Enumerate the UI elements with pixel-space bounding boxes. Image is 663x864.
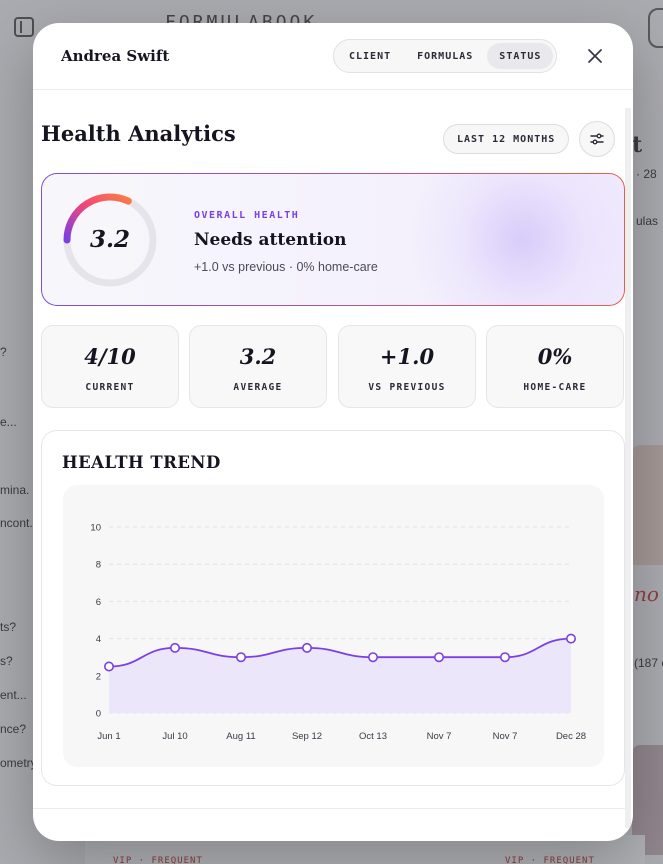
y-tick-label: 8 <box>96 560 101 571</box>
y-tick-label: 6 <box>96 597 101 608</box>
decorative-glow <box>402 174 624 305</box>
stat-value: 3.2 <box>239 344 277 369</box>
tab-bar: CLIENT FORMULAS STATUS <box>333 39 558 73</box>
bg-list-item: ometry <box>0 756 37 770</box>
bg-client-photo <box>632 445 663 565</box>
stat-label: CURRENT <box>85 382 135 393</box>
y-tick-label: 10 <box>90 523 101 534</box>
bg-right-count: (187 c <box>634 656 663 670</box>
bg-right-title: t <box>632 132 643 158</box>
scrollbar[interactable] <box>625 108 631 828</box>
header-action-button[interactable] <box>648 8 663 48</box>
overall-score: 3.2 <box>89 226 130 253</box>
health-trend-card: HEALTH TREND 0 2 4 6 8 10 Jun 1 Jul 10 Aug 11 Sep… <box>41 430 625 786</box>
modal-header: Andrea Swift CLIENT FORMULAS STATUS <box>33 23 633 90</box>
bg-right-meta: · 28 <box>636 167 657 181</box>
gauge-arc <box>63 193 132 244</box>
stat-average: 3.2 AVERAGE <box>189 325 327 408</box>
data-point <box>302 642 313 653</box>
data-point <box>170 642 181 653</box>
client-name: Andrea Swift <box>61 47 170 65</box>
x-tick-label: Oct 13 <box>359 731 387 742</box>
data-point <box>499 652 510 663</box>
tab-client[interactable]: CLIENT <box>349 50 392 62</box>
filter-button[interactable] <box>579 121 615 157</box>
stat-label: AVERAGE <box>233 382 283 393</box>
bg-list-item: ent... <box>0 688 27 702</box>
y-tick-label: 0 <box>96 709 101 720</box>
stat-home-care: 0% HOME-CARE <box>486 325 624 408</box>
stat-value: +1.0 <box>379 344 435 369</box>
x-tick-label: Aug 11 <box>226 731 255 742</box>
bg-right-tab: ulas <box>636 214 659 228</box>
trend-title: HEALTH TREND <box>62 453 221 472</box>
bg-list-item: nce? <box>0 722 27 736</box>
bg-list-item: ? <box>0 345 7 359</box>
bg-list-item: ncont... <box>0 516 40 530</box>
x-tick-label: Jun 1 <box>97 731 120 742</box>
sidebar-collapse-icon[interactable] <box>14 17 34 37</box>
stat-label: VS PREVIOUS <box>368 382 446 393</box>
x-tick-label: Nov 7 <box>493 731 518 742</box>
x-tick-label: Nov 7 <box>427 731 452 742</box>
x-tick-label: Sep 12 <box>292 731 322 742</box>
trend-area <box>109 638 571 713</box>
date-range-button[interactable]: LAST 12 MONTHS <box>443 124 570 154</box>
bg-list-item: e... <box>0 415 17 429</box>
y-tick-label: 2 <box>96 671 101 682</box>
close-icon[interactable] <box>585 46 605 66</box>
stat-label: HOME-CARE <box>523 382 587 393</box>
tab-formulas[interactable]: FORMULAS <box>417 50 474 62</box>
bg-card-tag: VIP · FREQUENT <box>113 856 203 864</box>
bg-list-item: s? <box>0 654 13 668</box>
health-gauge <box>63 193 157 287</box>
sliders-icon <box>590 133 604 145</box>
tab-status[interactable]: STATUS <box>487 43 554 69</box>
stat-current: 4/10 CURRENT <box>41 325 179 408</box>
trend-chart-svg: 0 2 4 6 8 10 Jun 1 Jul 10 Aug 11 Sep 12 Oct 13 Nov … <box>90 523 586 743</box>
bg-list-item: ts? <box>0 620 17 634</box>
data-point <box>236 652 247 663</box>
data-point <box>565 633 576 644</box>
data-point <box>367 652 378 663</box>
section-title: Health Analytics <box>41 121 236 146</box>
stat-value: 4/10 <box>84 344 136 369</box>
overall-label: OVERALL HEALTH <box>194 210 300 221</box>
bg-list-item: mina. <box>0 483 30 497</box>
overall-subtext: +1.0 vs previous · 0% home-care <box>194 260 378 274</box>
y-tick-label: 4 <box>96 634 101 645</box>
overall-status: Needs attention <box>194 230 347 250</box>
data-point <box>103 661 114 672</box>
trend-chart: 0 2 4 6 8 10 Jun 1 Jul 10 Aug 11 Sep 12 Oct 13 Nov … <box>63 485 604 767</box>
data-point <box>433 652 444 663</box>
x-tick-label: Dec 28 <box>556 731 586 742</box>
stat-vs-previous: +1.0 VS PREVIOUS <box>338 325 476 408</box>
x-tick-label: Jul 10 <box>162 731 187 742</box>
stat-value: 0% <box>537 344 573 369</box>
overall-health-card: 3.2 OVERALL HEALTH Needs attention +1.0 … <box>41 173 625 306</box>
bg-right-name: no <box>634 582 659 606</box>
client-modal: Andrea Swift CLIENT FORMULAS STATUS Heal… <box>33 23 633 841</box>
bg-card-tag: VIP · FREQUENT <box>505 856 595 864</box>
section-divider <box>33 808 625 809</box>
